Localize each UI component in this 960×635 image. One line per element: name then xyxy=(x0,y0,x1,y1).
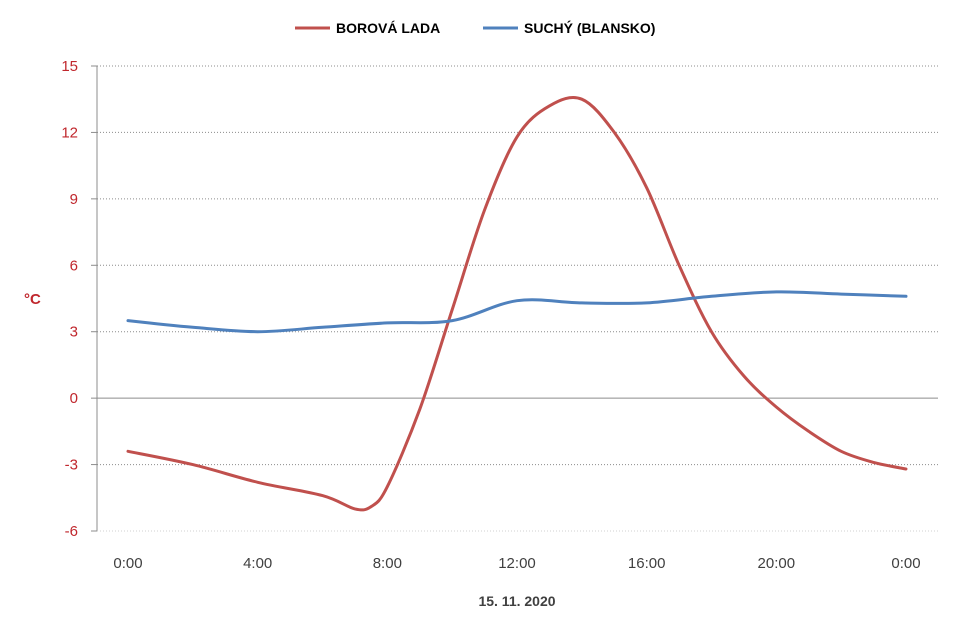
x-tick-label: 12:00 xyxy=(498,555,536,572)
x-tick-label: 8:00 xyxy=(373,555,402,572)
x-tick-label: 16:00 xyxy=(628,555,666,572)
y-tick-label: 12 xyxy=(61,124,78,141)
y-tick-label: -3 xyxy=(65,457,78,474)
x-tick-label: 0:00 xyxy=(891,555,920,572)
y-tick-label: 15 xyxy=(61,58,78,75)
series-line-borova-lada xyxy=(126,96,908,512)
x-tick-label: 0:00 xyxy=(113,555,142,572)
legend: BOROVÁ LADA SUCHÝ (BLANSKO) xyxy=(295,19,655,36)
legend-label-borova-lada: BOROVÁ LADA xyxy=(336,20,440,36)
axes xyxy=(96,66,938,532)
series-lines xyxy=(126,96,908,512)
legend-label-suchy-blansko: SUCHÝ (BLANSKO) xyxy=(524,19,655,36)
y-axis-label: °C xyxy=(24,291,41,308)
y-tick-label: 0 xyxy=(70,390,78,407)
y-tick-label: -6 xyxy=(65,523,78,540)
x-tick-label: 4:00 xyxy=(243,555,272,572)
series-line-suchy-blansko xyxy=(126,290,908,334)
x-tick-label: 20:00 xyxy=(758,555,796,572)
y-axis-ticks: 15 12 9 6 3 0 -3 -6 xyxy=(61,58,97,540)
y-tick-label: 9 xyxy=(70,191,78,208)
x-axis-ticks: 0:00 4:00 8:00 12:00 16:00 20:00 0:00 xyxy=(113,555,920,572)
y-tick-label: 3 xyxy=(70,324,78,341)
x-axis-label: 15. 11. 2020 xyxy=(478,593,555,609)
y-tick-label: 6 xyxy=(70,257,78,274)
